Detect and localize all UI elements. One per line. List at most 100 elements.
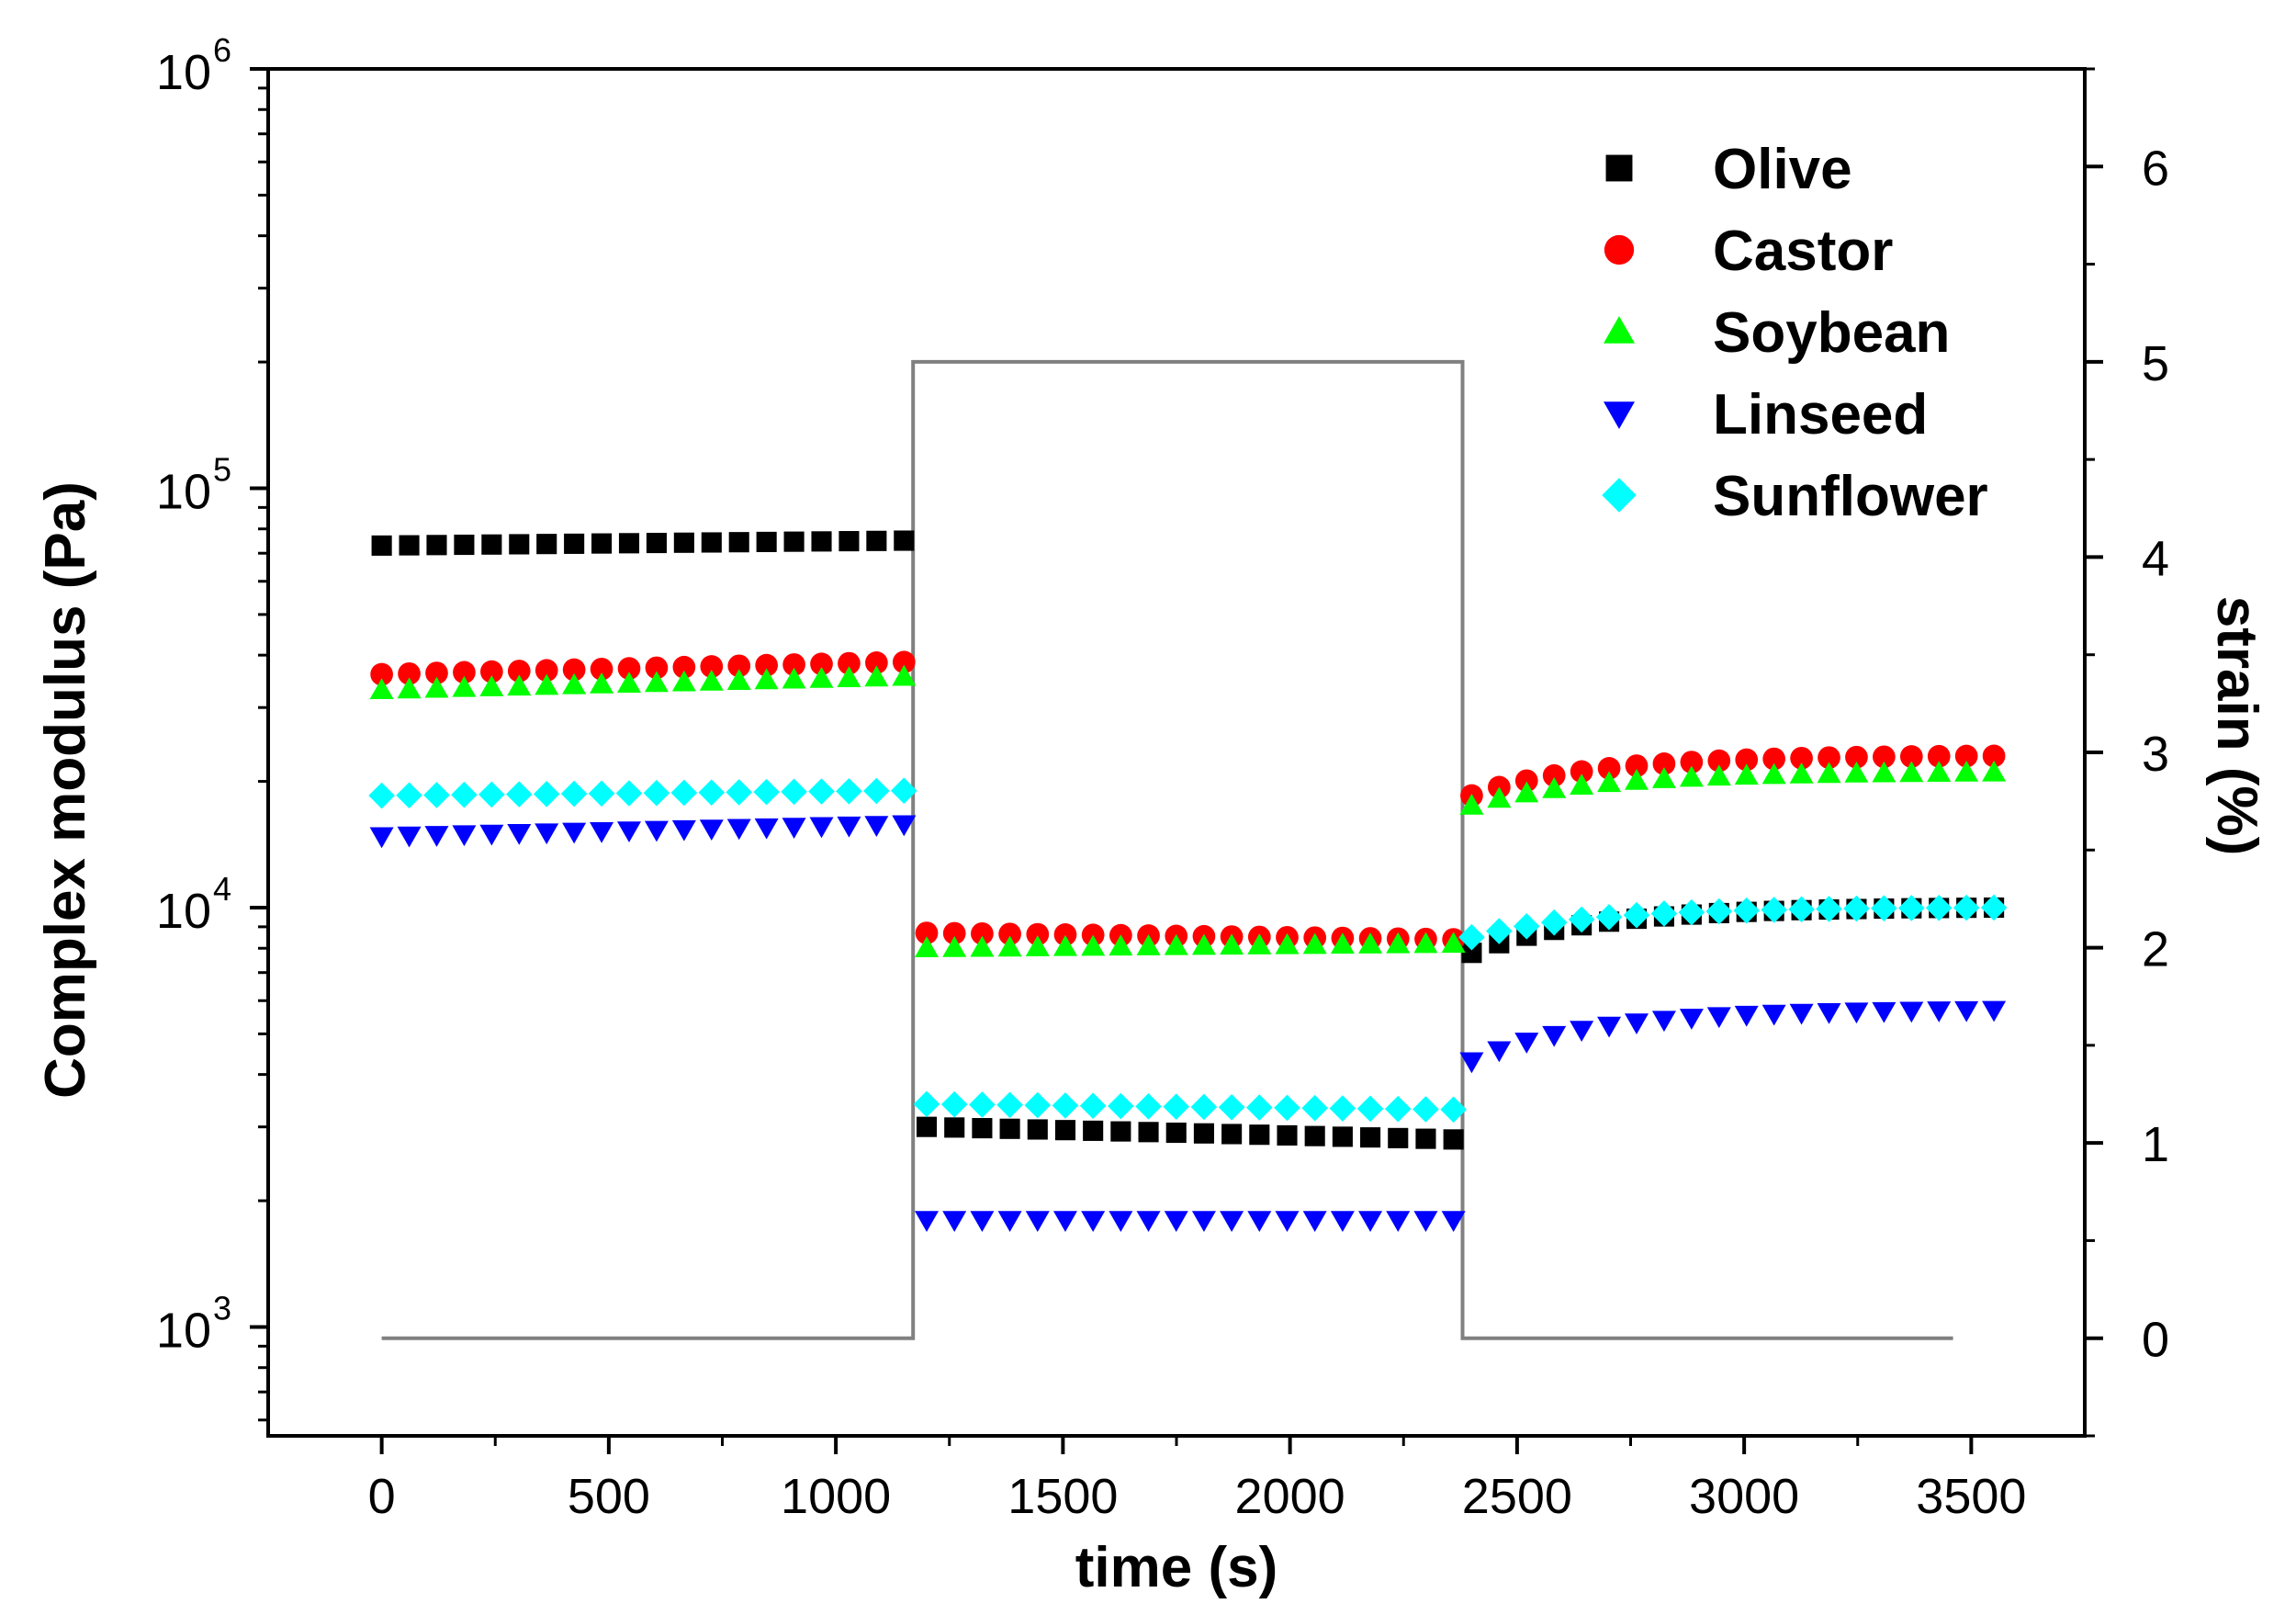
data-point-linseed (452, 825, 477, 847)
x-tick-label: 3500 (1916, 1469, 2026, 1524)
data-point-olive (756, 531, 777, 552)
data-point-soybean (1413, 932, 1438, 954)
y2-tick-label: 5 (2142, 336, 2169, 391)
data-point-soybean (726, 669, 751, 691)
data-point-soybean (590, 672, 614, 694)
data-point-soybean (754, 668, 779, 690)
data-point-castor (1597, 757, 1621, 780)
y-tick-label: 10 (156, 1303, 211, 1358)
y2-tick-label: 4 (2142, 531, 2169, 586)
data-point-linseed (809, 817, 834, 839)
data-point-linseed (507, 824, 532, 845)
data-point-linseed (1191, 1211, 1216, 1232)
data-point-soybean (535, 673, 559, 695)
data-point-soybean (1597, 771, 1622, 793)
data-point-linseed (1679, 1009, 1704, 1030)
data-point-olive (1110, 1121, 1131, 1142)
data-point-olive (1165, 1122, 1187, 1144)
data-point-castor (1652, 752, 1676, 775)
data-point-olive (838, 531, 860, 552)
data-point-soybean (942, 935, 967, 957)
data-point-linseed (1927, 1001, 1952, 1022)
data-point-olive (783, 531, 805, 552)
y2-tick-label: 1 (2142, 1117, 2169, 1172)
data-point-sunflower (368, 782, 395, 809)
x-tick-label: 2500 (1462, 1469, 1572, 1524)
data-point-olive (916, 1116, 938, 1137)
data-point-sunflower (478, 781, 505, 808)
data-point-sunflower (1356, 1095, 1384, 1123)
data-point-soybean (1164, 933, 1188, 955)
data-point-soybean (1487, 786, 1512, 808)
data-point-soybean (1761, 762, 1786, 785)
data-point-castor (700, 655, 724, 678)
data-point-sunflower (1412, 1096, 1439, 1123)
data-point-sunflower (1980, 894, 2008, 921)
data-point-sunflower (1761, 897, 1787, 923)
data-point-sunflower (1733, 897, 1761, 924)
x-axis-title: time (s) (1075, 1536, 1277, 1599)
data-point-linseed (369, 827, 394, 849)
data-point-linseed (1761, 1004, 1786, 1026)
data-point-olive (701, 532, 722, 553)
data-point-linseed (1164, 1211, 1188, 1232)
data-point-castor (617, 657, 641, 680)
data-point-sunflower (670, 779, 698, 807)
data-point-olive (1083, 1120, 1104, 1141)
data-point-olive (1249, 1124, 1270, 1146)
data-point-soybean (1302, 932, 1327, 954)
data-point-sunflower (969, 1091, 996, 1118)
legend-entry-linseed: Linseed (1604, 383, 1928, 446)
data-point-castor (1873, 745, 1896, 769)
data-point-linseed (1817, 1002, 1841, 1024)
data-point-sunflower (1163, 1093, 1190, 1120)
legend-label-sunflower: Sunflower (1713, 465, 1988, 528)
data-point-soybean (1734, 763, 1759, 785)
data-point-sunflower (863, 777, 890, 805)
data-point-soybean (782, 667, 806, 689)
data-point-olive (454, 534, 475, 556)
data-point-soybean (1872, 761, 1896, 783)
x-tick-label: 1000 (781, 1469, 891, 1524)
data-point-olive (564, 533, 585, 554)
data-point-castor (590, 657, 613, 681)
data-point-soybean (1844, 762, 1869, 783)
data-point-soybean (452, 675, 477, 697)
data-point-linseed (1872, 1001, 1896, 1023)
data-point-castor (810, 652, 833, 676)
data-point-sunflower (1190, 1093, 1218, 1121)
data-point-sunflower (808, 778, 835, 805)
data-point-linseed (997, 1211, 1022, 1232)
data-point-soybean (997, 935, 1022, 957)
data-point-olive (999, 1118, 1020, 1139)
data-point-soybean (837, 666, 861, 688)
data-point-castor (782, 653, 805, 676)
data-point-olive (944, 1117, 965, 1138)
data-point-linseed (1220, 1211, 1244, 1232)
data-point-soybean (397, 677, 422, 699)
y-tick-label-exponent: 4 (213, 870, 231, 908)
data-point-castor (1680, 751, 1704, 774)
data-point-olive (673, 532, 694, 553)
data-point-sunflower (1108, 1092, 1134, 1120)
data-point-castor (1570, 760, 1593, 784)
data-point-castor (1026, 922, 1050, 946)
data-point-linseed (1413, 1211, 1438, 1232)
data-point-linseed (970, 1211, 995, 1232)
x-tick-label: 0 (368, 1469, 396, 1524)
data-point-olive (1277, 1124, 1298, 1146)
data-point-castor (1542, 763, 1566, 787)
x-tick-label: 3000 (1689, 1469, 1799, 1524)
data-point-sunflower (1079, 1092, 1107, 1120)
legend: Olive Castor Soybean Linseed Sunflower (1602, 138, 1988, 528)
data-point-soybean (479, 675, 504, 696)
data-point-castor (942, 921, 966, 945)
data-point-castor (1818, 746, 1840, 770)
y2-tick-label: 3 (2142, 727, 2169, 782)
data-point-soybean (1817, 762, 1841, 784)
data-point-castor (1514, 769, 1538, 793)
legend-label-castor: Castor (1713, 220, 1893, 283)
data-point-soybean (1706, 764, 1731, 786)
